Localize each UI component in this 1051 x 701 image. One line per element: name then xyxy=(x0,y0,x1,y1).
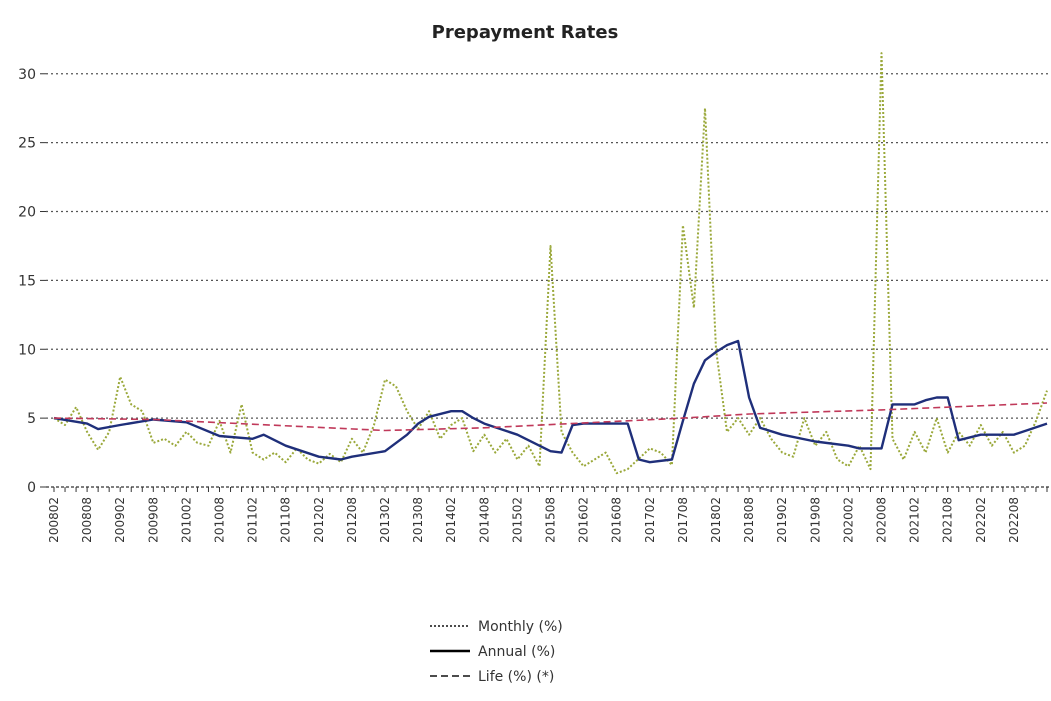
x-tick-label: 201702 xyxy=(643,497,657,543)
x-tick-label: 201602 xyxy=(577,497,591,543)
x-tick-label: 201902 xyxy=(775,497,789,543)
x-tick-label: 200808 xyxy=(80,497,94,543)
x-tick-label: 201708 xyxy=(676,497,690,543)
x-tick-label: 201108 xyxy=(279,497,293,543)
y-tick-label: 10 xyxy=(18,342,36,358)
legend-label: Life (%) (*) xyxy=(478,669,554,685)
x-tick-label: 202108 xyxy=(941,497,955,543)
x-tick-label: 201302 xyxy=(378,497,392,543)
x-tick-label: 202102 xyxy=(908,497,922,543)
x-tick-label: 201408 xyxy=(477,497,491,543)
chart-title: Prepayment Rates xyxy=(432,22,619,43)
x-tick-label: 201202 xyxy=(312,497,326,543)
legend: Monthly (%) Annual (%) Life (%) (*) xyxy=(430,619,563,685)
series-group xyxy=(53,52,1048,475)
x-tick-label: 200908 xyxy=(146,497,160,543)
y-tick-label: 15 xyxy=(18,273,36,289)
series-line-3 xyxy=(53,402,1048,432)
x-axis: 200802 200808 200902 200908 201002 201008 2011… xyxy=(46,486,1049,543)
x-tick-label: 200802 xyxy=(47,497,61,543)
x-tick-label: 201308 xyxy=(411,497,425,543)
series-line-2 xyxy=(53,339,1048,464)
series-line-1 xyxy=(53,52,1048,475)
y-tick-label: 20 xyxy=(18,205,36,221)
y-tick-label: 5 xyxy=(27,411,36,427)
x-tick-label: 201002 xyxy=(179,497,193,543)
y-tick-label: 0 xyxy=(27,480,36,496)
x-tick-label: 201008 xyxy=(213,497,227,543)
x-tick-label: 201908 xyxy=(808,497,822,543)
x-tick-label: 201508 xyxy=(544,497,558,543)
x-tick-label: 202202 xyxy=(974,497,988,543)
legend-label: Annual (%) xyxy=(478,644,555,660)
x-tick-label: 201502 xyxy=(510,497,524,543)
legend-label: Monthly (%) xyxy=(478,619,563,635)
y-axis: 0 5 10 15 20 25 30 xyxy=(18,67,46,496)
grid xyxy=(46,73,1049,419)
x-tick-label: 201402 xyxy=(444,497,458,543)
x-tick-label: 201102 xyxy=(246,497,260,543)
y-tick-label: 25 xyxy=(18,136,36,152)
x-tick-label: 200902 xyxy=(113,497,127,543)
x-tick-label: 202008 xyxy=(875,497,889,543)
x-tick-label: 201802 xyxy=(709,497,723,543)
x-tick-label: 201808 xyxy=(742,497,756,543)
x-tick-label: 202002 xyxy=(841,497,855,543)
x-tick-label: 202208 xyxy=(1007,497,1021,543)
x-tick-label: 201608 xyxy=(610,497,624,543)
y-tick-label: 30 xyxy=(18,67,36,83)
x-tick-label: 201208 xyxy=(345,497,359,543)
